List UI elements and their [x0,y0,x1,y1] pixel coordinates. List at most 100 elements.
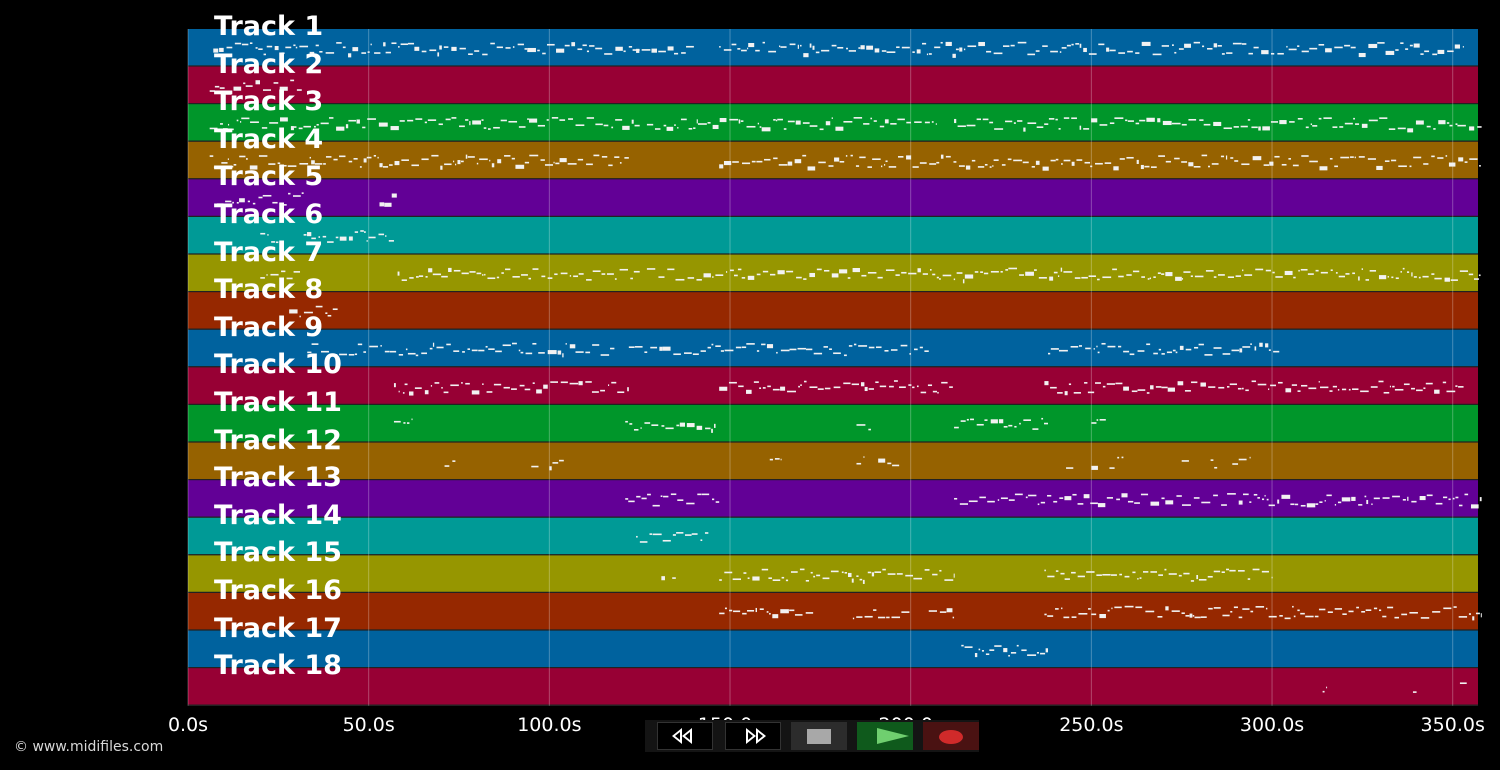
note-mark [1153,352,1158,355]
note-mark [759,608,764,610]
note-mark [524,48,528,50]
note-mark [1309,47,1318,50]
track-label-4: Track 4 [214,123,324,155]
note-mark [404,383,408,386]
note-mark [719,46,721,48]
note-mark [1141,276,1145,278]
note-mark [802,154,807,157]
note-mark [1115,382,1123,385]
note-mark [1091,118,1098,123]
note-mark [239,198,245,203]
note-mark [1032,428,1039,430]
note-mark [805,612,814,614]
note-mark [1247,578,1251,580]
note-mark [1334,504,1337,506]
fast-forward-button[interactable] [725,722,781,750]
note-mark [1227,276,1234,278]
note-mark [798,385,800,388]
note-mark [886,51,896,53]
note-mark [662,346,671,351]
note-mark [1477,126,1482,128]
record-button[interactable] [923,722,979,750]
note-mark [1045,648,1048,653]
note-mark [236,201,239,204]
note-mark [952,616,955,619]
rewind-button[interactable] [657,722,713,750]
note-mark [436,346,444,349]
note-mark [825,121,831,126]
note-mark [768,50,777,53]
note-mark [1050,386,1057,389]
note-mark [1158,155,1166,157]
note-mark [1059,51,1062,53]
note-mark [1161,386,1168,389]
note-mark [603,124,609,127]
note-mark [981,650,985,652]
note-mark [1300,268,1308,271]
note-mark [589,45,595,47]
note-mark [1395,277,1399,280]
note-mark [1319,166,1328,171]
note-mark [1400,271,1402,273]
note-mark [557,350,562,355]
note-mark [767,385,771,388]
note-mark [1064,496,1072,501]
note-mark [1121,456,1124,459]
note-mark [1031,166,1035,168]
note-mark [997,499,1000,501]
note-mark [813,352,823,355]
note-mark [368,236,376,239]
note-mark [1168,573,1177,575]
note-mark [1190,275,1193,278]
note-mark [274,46,279,51]
note-mark [1342,613,1347,615]
note-mark [756,273,761,276]
note-mark [619,162,622,164]
note-mark [311,160,315,165]
stop-button[interactable] [791,722,847,750]
note-mark [1083,494,1090,499]
note-mark [231,128,234,131]
note-mark [1064,578,1070,580]
note-mark [1443,607,1452,610]
note-mark [733,610,741,613]
note-mark [1378,275,1387,280]
note-mark [985,653,990,656]
note-mark [578,381,583,386]
note-mark [1066,467,1074,469]
note-mark [667,46,674,51]
note-mark [1127,50,1133,53]
note-mark [414,387,422,389]
note-mark [1101,342,1106,345]
note-mark [856,575,859,577]
note-mark [942,274,952,277]
note-mark [775,119,778,122]
note-mark [315,44,319,47]
note-mark [1338,275,1345,278]
note-mark [1083,47,1087,53]
note-mark [1238,500,1243,505]
note-mark [644,422,651,424]
note-mark [848,50,857,52]
note-mark [1131,390,1138,393]
note-mark [240,121,242,123]
track-label-11: Track 11 [214,387,342,418]
note-mark [234,42,242,45]
note-mark [737,268,742,271]
note-mark [586,279,592,281]
note-mark [967,45,977,48]
note-mark [1341,388,1347,391]
note-mark [724,571,733,574]
play-button[interactable] [857,722,913,750]
note-mark [1366,499,1369,505]
note-mark [982,118,989,121]
note-mark [1261,498,1265,501]
note-mark [591,391,599,393]
note-mark [1322,690,1325,693]
note-mark [883,164,886,166]
note-mark [1109,467,1115,469]
note-mark [1078,612,1088,615]
note-mark [978,648,981,651]
note-mark [851,578,854,583]
